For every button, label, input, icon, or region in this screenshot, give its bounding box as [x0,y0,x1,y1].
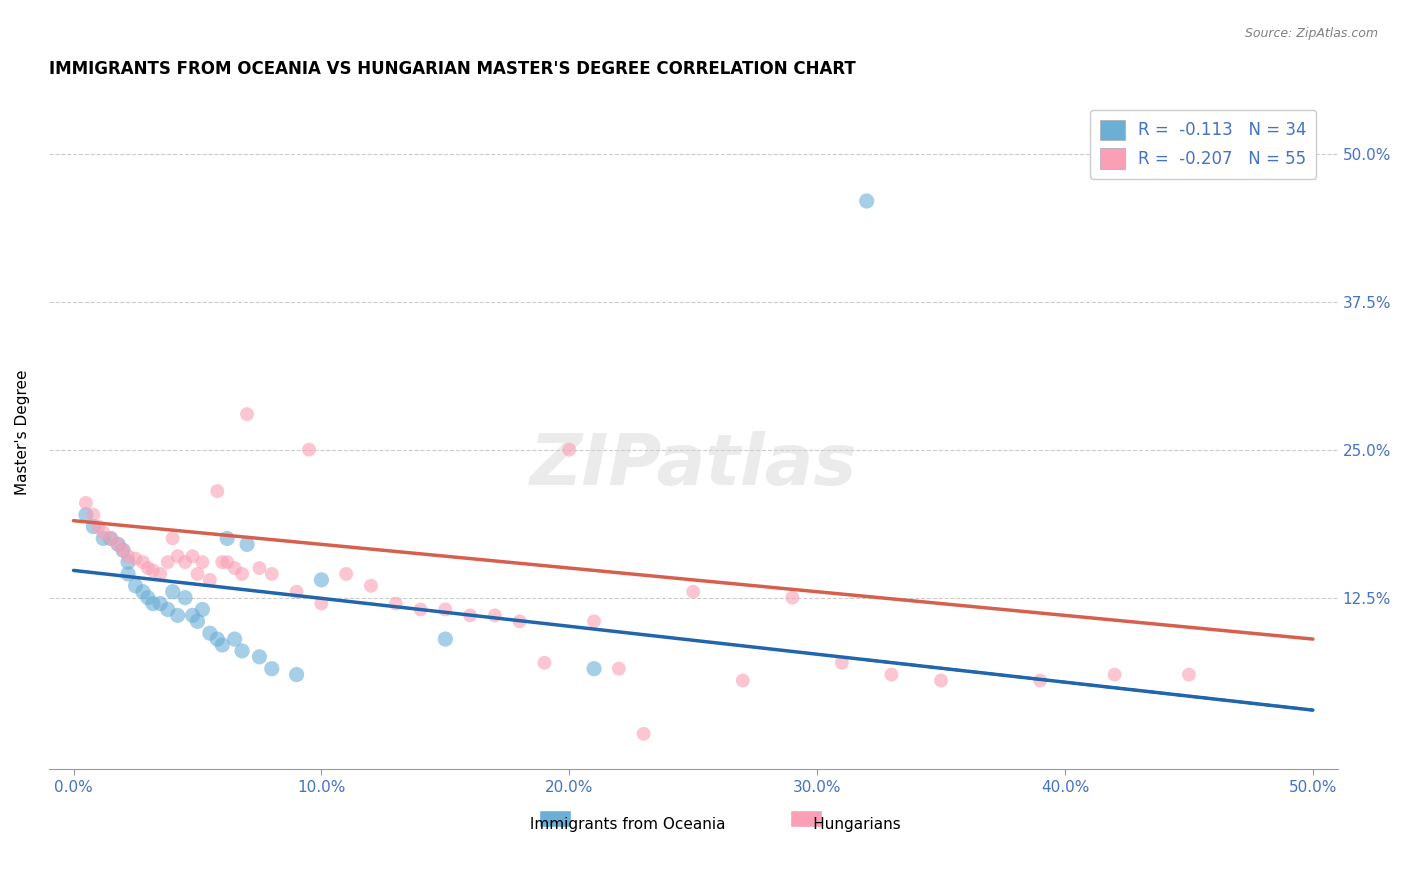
Point [682,584,704,599]
Legend: R =  -0.113   N = 34, R =  -0.207   N = 55: R = -0.113 N = 34, R = -0.207 N = 55 [1090,110,1316,178]
Point [207,632,229,646]
Point [174,555,197,569]
Point [1251,159,1274,173]
Point [231,566,253,581]
Point [731,673,754,688]
Point [607,662,630,676]
Point [181,549,204,564]
Point [236,537,259,551]
Point [91,532,114,546]
Point [124,551,146,566]
Point [117,549,139,564]
Y-axis label: Master's Degree: Master's Degree [15,369,30,495]
Point [174,591,197,605]
Point [855,194,877,208]
Point [236,407,259,421]
Point [211,638,233,652]
Point [82,508,104,522]
Point [191,555,214,569]
Point [100,532,122,546]
Point [117,566,139,581]
Point [136,561,159,575]
Point [831,656,853,670]
Point [285,667,308,681]
FancyBboxPatch shape [538,810,571,827]
Point [249,649,271,664]
Point [249,561,271,575]
Point [198,626,221,640]
Point [583,615,606,629]
Point [434,632,457,646]
Point [285,584,308,599]
Point [409,602,432,616]
Point [533,656,555,670]
Point [929,673,952,688]
Point [82,519,104,533]
Point [260,566,283,581]
Point [132,555,155,569]
Point [117,555,139,569]
Point [142,563,165,577]
Point [217,532,239,546]
Text: Immigrants from Oceania                  Hungarians: Immigrants from Oceania Hungarians [486,816,901,831]
Point [224,561,246,575]
Point [224,632,246,646]
Point [75,508,97,522]
Point [191,602,214,616]
Point [149,566,172,581]
Point [107,537,129,551]
Point [156,555,179,569]
Point [458,608,481,623]
Point [112,543,135,558]
Point [124,579,146,593]
FancyBboxPatch shape [790,810,823,827]
Point [100,532,122,546]
Point [132,584,155,599]
Point [782,591,804,605]
Point [186,566,208,581]
Point [1178,667,1201,681]
Point [360,579,382,593]
Point [162,532,184,546]
Point [186,615,208,629]
Point [260,662,283,676]
Point [558,442,581,457]
Point [149,597,172,611]
Point [181,608,204,623]
Point [311,573,333,587]
Point [1029,673,1052,688]
Point [311,597,333,611]
Point [112,543,135,558]
Point [509,615,531,629]
Point [107,537,129,551]
Point [298,442,321,457]
Text: IMMIGRANTS FROM OCEANIA VS HUNGARIAN MASTER'S DEGREE CORRELATION CHART: IMMIGRANTS FROM OCEANIA VS HUNGARIAN MAS… [49,60,855,78]
Point [162,584,184,599]
Point [166,608,188,623]
Point [633,727,655,741]
Point [166,549,188,564]
Point [211,555,233,569]
Point [1104,667,1126,681]
Point [207,484,229,499]
Point [198,573,221,587]
Point [142,597,165,611]
Point [384,597,406,611]
Point [583,662,606,676]
Point [880,667,903,681]
Point [91,525,114,540]
Point [75,496,97,510]
Text: ZIPatlas: ZIPatlas [530,431,856,500]
Point [136,591,159,605]
Point [434,602,457,616]
Text: Source: ZipAtlas.com: Source: ZipAtlas.com [1244,27,1378,40]
Point [87,519,110,533]
Point [217,555,239,569]
Point [335,566,357,581]
Point [231,644,253,658]
Point [484,608,506,623]
Point [156,602,179,616]
